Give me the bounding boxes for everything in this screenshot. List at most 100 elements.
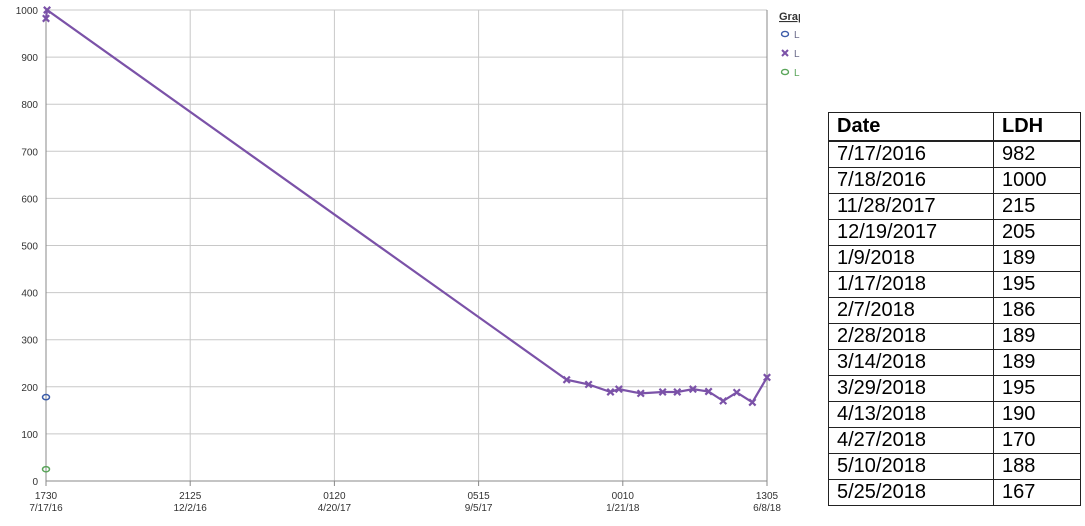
table-row: 1/9/2018 189: [828, 245, 1081, 272]
ldh-data-point: [43, 6, 52, 14]
ldh-low-point: [41, 465, 51, 473]
ldh-data-point: [688, 385, 697, 394]
y-tick-label: 400: [21, 289, 38, 300]
ldh-data-point: [658, 388, 667, 396]
table-row: 3/29/2018 195: [828, 375, 1081, 402]
table-row: 12/19/2017 205: [828, 219, 1081, 246]
x-tick-time: 2125: [179, 491, 202, 502]
table-row: 1/17/2018 195: [828, 271, 1081, 298]
y-tick-label: 700: [21, 147, 38, 158]
x-tick-date: 6/8/18: [753, 503, 781, 514]
graph-legend: Graph Legend LDH (High) LDH LDH (Low): [779, 11, 800, 79]
legend-marker-o: [780, 68, 790, 76]
table-row: 4/13/2018 190: [828, 401, 1081, 428]
ldh-data-point: [748, 398, 757, 407]
cell-ldh: 189: [993, 323, 1081, 350]
legend-entry: LDH (Low): [780, 68, 800, 79]
x-tick-time: 1730: [35, 491, 58, 502]
cell-ldh: 189: [993, 245, 1081, 272]
table-row: 5/10/2018 188: [828, 453, 1081, 480]
ldh-data-point: [584, 380, 593, 389]
y-tick-label: 500: [21, 242, 38, 253]
cell-ldh: 205: [993, 219, 1081, 246]
cell-ldh: 190: [993, 401, 1081, 428]
ldh-data-point: [614, 385, 623, 394]
legend-marker-x: [781, 49, 789, 57]
y-tick-label: 900: [21, 53, 38, 64]
cell-ldh: 189: [993, 349, 1081, 376]
cell-date: 4/27/2018: [828, 427, 994, 454]
y-tick-label: 100: [21, 430, 38, 441]
chart-grid: [45, 9, 768, 482]
table-row: 4/27/2018 170: [828, 427, 1081, 454]
x-tick-date: 9/5/17: [465, 503, 493, 514]
ldh-line-chart: 0 100 200 300 400 500 600 700 800 900 1000 17307/1…: [16, 6, 800, 514]
ldh-data-point: [42, 14, 50, 23]
header-ldh: LDH: [993, 112, 1081, 142]
ldh-high-point: [41, 393, 51, 401]
ldh-data-point: [562, 375, 571, 384]
cell-date: 5/25/2018: [828, 479, 994, 506]
x-tick-date: 7/17/16: [29, 503, 63, 514]
cell-date: 7/17/2016: [828, 140, 994, 168]
table-header-row: Date LDH: [828, 112, 1081, 142]
ldh-data-point: [763, 373, 771, 382]
legend-entry: LDH: [781, 49, 800, 60]
ldh-data-point: [606, 388, 615, 396]
y-tick-label: 1000: [16, 6, 39, 17]
cell-date: 1/9/2018: [828, 245, 994, 272]
table-row: 3/14/2018 189: [828, 349, 1081, 376]
table-row: 7/17/2016 982: [828, 140, 1081, 168]
cell-date: 12/19/2017: [828, 219, 994, 246]
y-axis: 0 100 200 300 400 500 600 700 800 900 1000: [16, 6, 47, 488]
y-tick-label: 600: [21, 194, 38, 205]
y-tick-label: 200: [21, 383, 38, 394]
cell-ldh: 982: [993, 140, 1081, 168]
cell-ldh: 195: [993, 375, 1081, 402]
cell-ldh: 195: [993, 271, 1081, 298]
legend-title: Graph Legend: [779, 11, 800, 23]
x-tick-time: 0120: [323, 491, 346, 502]
table-row: 7/18/2016 1000: [828, 167, 1081, 194]
legend-marker-o: [780, 30, 790, 38]
ldh-data-point: [719, 396, 728, 405]
cell-ldh: 167: [993, 479, 1081, 506]
header-date: Date: [828, 112, 994, 142]
ldh-series-line: [44, 8, 768, 404]
table-row: 5/25/2018 167: [828, 479, 1081, 506]
cell-date: 7/18/2016: [828, 167, 994, 194]
cell-ldh: 170: [993, 427, 1081, 454]
ldh-data-point: [636, 389, 645, 398]
cell-ldh: 188: [993, 453, 1081, 480]
x-tick-time: 0010: [612, 491, 635, 502]
cell-ldh: 1000: [993, 167, 1081, 194]
table-row: 2/7/2018 186: [828, 297, 1081, 324]
x-tick-time: 1305: [756, 491, 779, 502]
y-tick-label: 300: [21, 336, 38, 347]
x-tick-date: 4/20/17: [318, 503, 352, 514]
cell-date: 2/7/2018: [828, 297, 994, 324]
cell-date: 4/13/2018: [828, 401, 994, 428]
cell-date: 11/28/2017: [828, 193, 994, 220]
cell-ldh: 215: [993, 193, 1081, 220]
y-tick-label: 800: [21, 100, 38, 111]
x-tick-date: 12/2/16: [174, 503, 208, 514]
cell-date: 5/10/2018: [828, 453, 994, 480]
ldh-data-point: [732, 388, 741, 397]
y-tick-label: 0: [32, 477, 38, 488]
ldh-data-table: Date LDH 7/17/2016 982 7/18/2016 1000 11/28/…: [828, 112, 1081, 506]
legend-entry: LDH (High): [780, 30, 800, 41]
table-row: 11/28/2017 215: [828, 193, 1081, 220]
legend-label: LDH (High): [794, 30, 800, 41]
legend-label: LDH: [794, 49, 800, 60]
table-body: 7/17/2016 982 7/18/2016 1000 11/28/2017 215 12…: [828, 140, 1081, 506]
cell-date: 1/17/2018: [828, 271, 994, 298]
cell-date: 2/28/2018: [828, 323, 994, 350]
chart-series: [41, 6, 771, 473]
cell-date: 3/29/2018: [828, 375, 994, 402]
cell-date: 3/14/2018: [828, 349, 994, 376]
table-row: 2/28/2018 189: [828, 323, 1081, 350]
cell-ldh: 186: [993, 297, 1081, 324]
ldh-data-point: [673, 388, 682, 396]
